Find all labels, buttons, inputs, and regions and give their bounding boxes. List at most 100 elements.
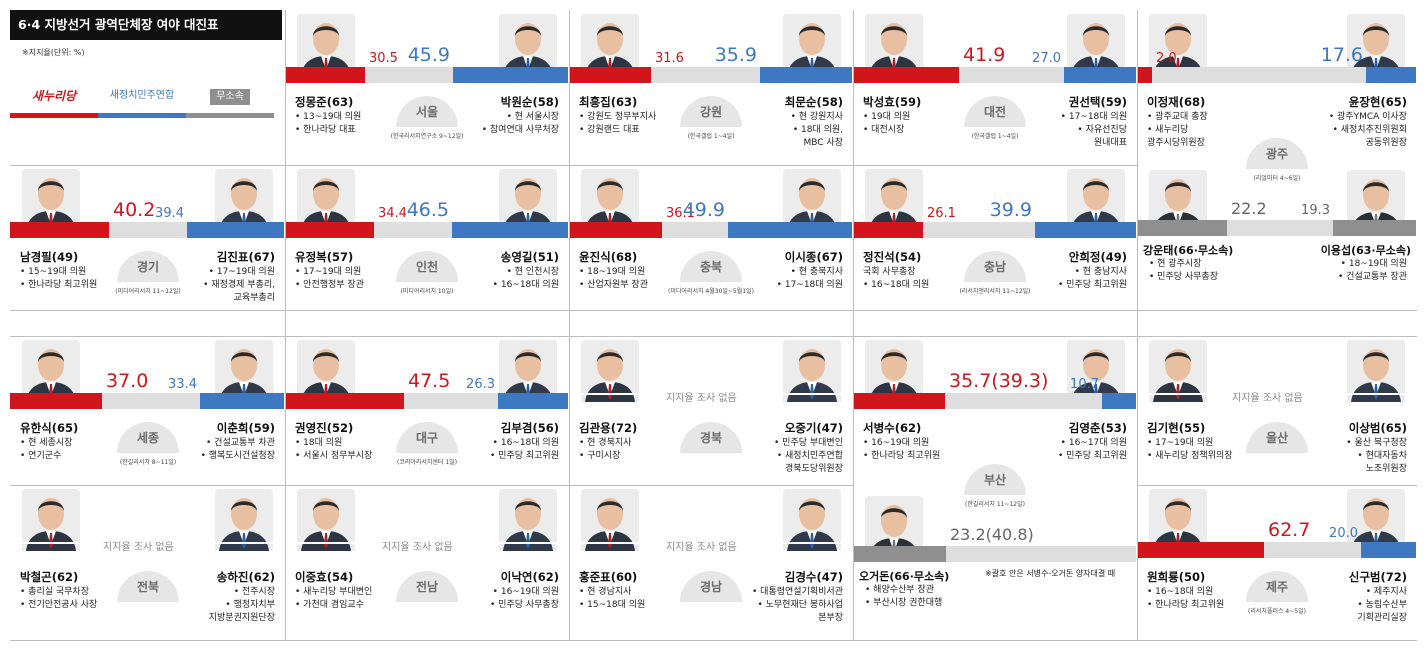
candidate-left-career: • 한나라당 최고위원: [20, 280, 98, 290]
party-color-independent: [186, 113, 274, 118]
candidate-right-career: • 광주YMCA 이사장: [1328, 112, 1407, 122]
candidate-right-career: • 농림수산부: [1357, 600, 1407, 610]
vote-bar-right: [1035, 222, 1136, 238]
candidate-right-career: • 행정자치부: [225, 600, 275, 610]
vote-pct-left: 30.5: [369, 51, 398, 66]
candidate-right-name: 김영춘(53): [1068, 421, 1127, 435]
candidate-extra-left-career: • 현 광주시장: [1149, 259, 1202, 269]
candidate-left-name: 최흥집(63): [579, 95, 638, 109]
candidate-left-career: • 19대 의원: [863, 112, 911, 122]
vote-pct-right: 27.0: [1032, 51, 1061, 66]
candidate-left-name: 서병수(62): [863, 421, 922, 435]
candidate-right-name: 안희정(49): [1068, 250, 1127, 264]
vote-bar-undecided: [1264, 542, 1361, 558]
no-survey-label: 지지율 조사 없음: [382, 542, 453, 553]
vote-bar-right: [1366, 67, 1416, 83]
region-card-15: 지지율 조사 없음 홍준표(60) • 현 경남지사 • 15~18대 의원 김경수(4…: [569, 485, 853, 640]
vote-pct-right: 39.4: [155, 206, 184, 221]
candidate-right-career: • 민주당 최고위원: [1058, 280, 1127, 290]
vote-bar-right: [760, 67, 852, 83]
vote-pct-left: 2.0: [1156, 51, 1177, 66]
candidate-right-career: • 제주지사: [1365, 587, 1407, 597]
candidate-left-photo: [865, 14, 923, 76]
vote-bar-left: [853, 222, 923, 238]
candidate-left-career: • 현 세종시장: [20, 438, 73, 448]
candidate-right-career: • 민주당 최고위원: [490, 451, 559, 461]
no-survey-label: 지지율 조사 없음: [1232, 393, 1303, 404]
candidate-left-photo: [297, 340, 355, 402]
candidate-right-name: 김경수(47): [784, 570, 843, 584]
grid-divider: [1137, 485, 1417, 486]
candidate-left-career: 광주시당위원장: [1147, 138, 1205, 148]
candidate-right-career: 공동위원장: [1365, 138, 1407, 148]
candidate-right-name: 윤장현(65): [1348, 95, 1407, 109]
grid-divider: [10, 165, 1137, 166]
vote-pct-left: 37.0: [106, 370, 149, 392]
grid-divider: [10, 336, 1417, 337]
candidate-left-career: • 가천대 겸임교수: [295, 600, 364, 610]
poll-source: (한길리서치 8~11일): [119, 459, 177, 466]
candidate-left-career: • 16~19대 의원: [863, 438, 930, 448]
candidate-extra-left-career: • 해양수산부 장관: [865, 585, 934, 595]
grid-divider: [569, 10, 570, 640]
candidate-right-name: 최문순(58): [784, 95, 843, 109]
candidate-right-career: • 노무현재단 봉하사업: [757, 600, 843, 610]
footnote: ※괄호 안은 서병수-오거돈 양자대결 때: [985, 569, 1116, 578]
candidate-right-name: 김진표(67): [216, 250, 275, 264]
candidate-right-photo: [783, 340, 841, 402]
candidate-right-career: • 16~18대 의원: [492, 280, 559, 290]
vote-pct-right: 45.9: [407, 44, 450, 66]
vote-pct-left: 31.6: [655, 51, 684, 66]
candidate-right-career: • 16~17대 의원: [1060, 438, 1127, 448]
region-card-7: 26.1 39.9 정진석(54) 국회 사무총장 • 16~18대 의원 안희정(49)…: [853, 165, 1137, 310]
candidate-right-name: 박원순(58): [500, 95, 559, 109]
candidate-extra-left-name: 오거돈(66·무소속): [859, 570, 950, 583]
vote-bar-undecided: [365, 67, 453, 83]
vote-bar-undecided: [945, 393, 1102, 409]
candidate-right-career: 원내대표: [1093, 138, 1127, 148]
region-card-14: 지지율 조사 없음 이중효(54) • 새누리당 부대변인 • 가천대 겸임교수 이낙연…: [285, 485, 569, 640]
grid-divider: [285, 10, 286, 640]
candidate-extra-right-name: 이용섭(63·무소속): [1320, 244, 1411, 257]
candidate-right-career: • 현 서울시장: [506, 112, 559, 122]
candidate-extra-left-career: • 민주당 사무총장: [1149, 272, 1218, 282]
vote-bar-extra-gap: [1227, 220, 1333, 236]
candidate-right-career: • 16~18대 의원: [492, 438, 559, 448]
candidate-left-career: • 15~18대 의원: [579, 600, 646, 610]
candidate-right-name: 송하진(62): [216, 570, 275, 584]
vote-bar-right: [453, 67, 568, 83]
candidate-left-photo: [297, 169, 355, 231]
candidate-left-name: 남경필(49): [20, 250, 79, 264]
vote-bar-right: [728, 222, 852, 238]
poll-source: (미디어리서치 4월30일~5월1일): [668, 288, 754, 295]
vote-bar-empty: [569, 542, 852, 544]
candidate-right-photo: [499, 340, 557, 402]
candidate-right-career: 경북도당위원장: [785, 464, 843, 474]
party-legend-saenuri: 새누리당: [10, 82, 98, 118]
region-badge: 전북: [117, 571, 179, 602]
vote-bar-extra-left: [853, 546, 946, 562]
candidate-right-career: • 현 인천시장: [506, 267, 559, 277]
candidate-right-photo: [783, 489, 841, 551]
region-card-5: 34.4 46.5 유정복(57) • 17~19대 의원 • 안전행정부 장관 송영길(…: [285, 165, 569, 310]
candidate-right-career: • 새정치추진위원회: [1332, 125, 1407, 135]
candidate-left-photo: [297, 14, 355, 76]
vote-bar-undecided: [1152, 67, 1366, 83]
candidate-left-career: • 16~18대 의원: [863, 280, 930, 290]
candidate-right-name: 이낙연(62): [500, 570, 559, 584]
candidate-left-photo: [581, 14, 639, 76]
region-badge: 대전: [964, 96, 1026, 127]
candidate-left-photo: [22, 340, 80, 402]
party-color-saenuri: [10, 113, 98, 118]
candidate-right-career: • 현 충북지사: [790, 267, 843, 277]
vote-bar-undecided: [404, 393, 498, 409]
region-badge: 전남: [396, 571, 458, 602]
region-badge: 광주: [1246, 138, 1308, 169]
vote-pct-right: 49.9: [682, 199, 725, 221]
region-card-13: 지지율 조사 없음 박철곤(62) • 총리실 국무차장 • 전기안전공사 사장 송하진…: [10, 485, 285, 640]
candidate-left-photo: [1149, 489, 1207, 551]
candidate-left-career: • 새누리당: [1147, 125, 1189, 135]
party-label-saenuri: 새누리당: [31, 89, 77, 103]
no-survey-label: 지지율 조사 없음: [666, 542, 737, 553]
candidate-left-name: 윤진식(68): [579, 250, 638, 264]
